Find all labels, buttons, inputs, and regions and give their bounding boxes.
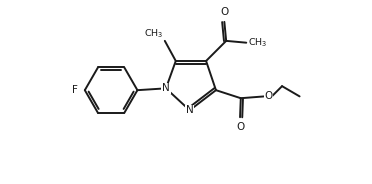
Text: N: N	[186, 105, 193, 115]
Text: O: O	[264, 91, 272, 101]
Text: O: O	[236, 122, 244, 132]
Text: N: N	[162, 83, 170, 93]
Text: O: O	[220, 7, 228, 17]
Text: F: F	[72, 85, 77, 95]
Text: CH$_3$: CH$_3$	[248, 36, 267, 49]
Text: CH$_3$: CH$_3$	[144, 28, 163, 40]
